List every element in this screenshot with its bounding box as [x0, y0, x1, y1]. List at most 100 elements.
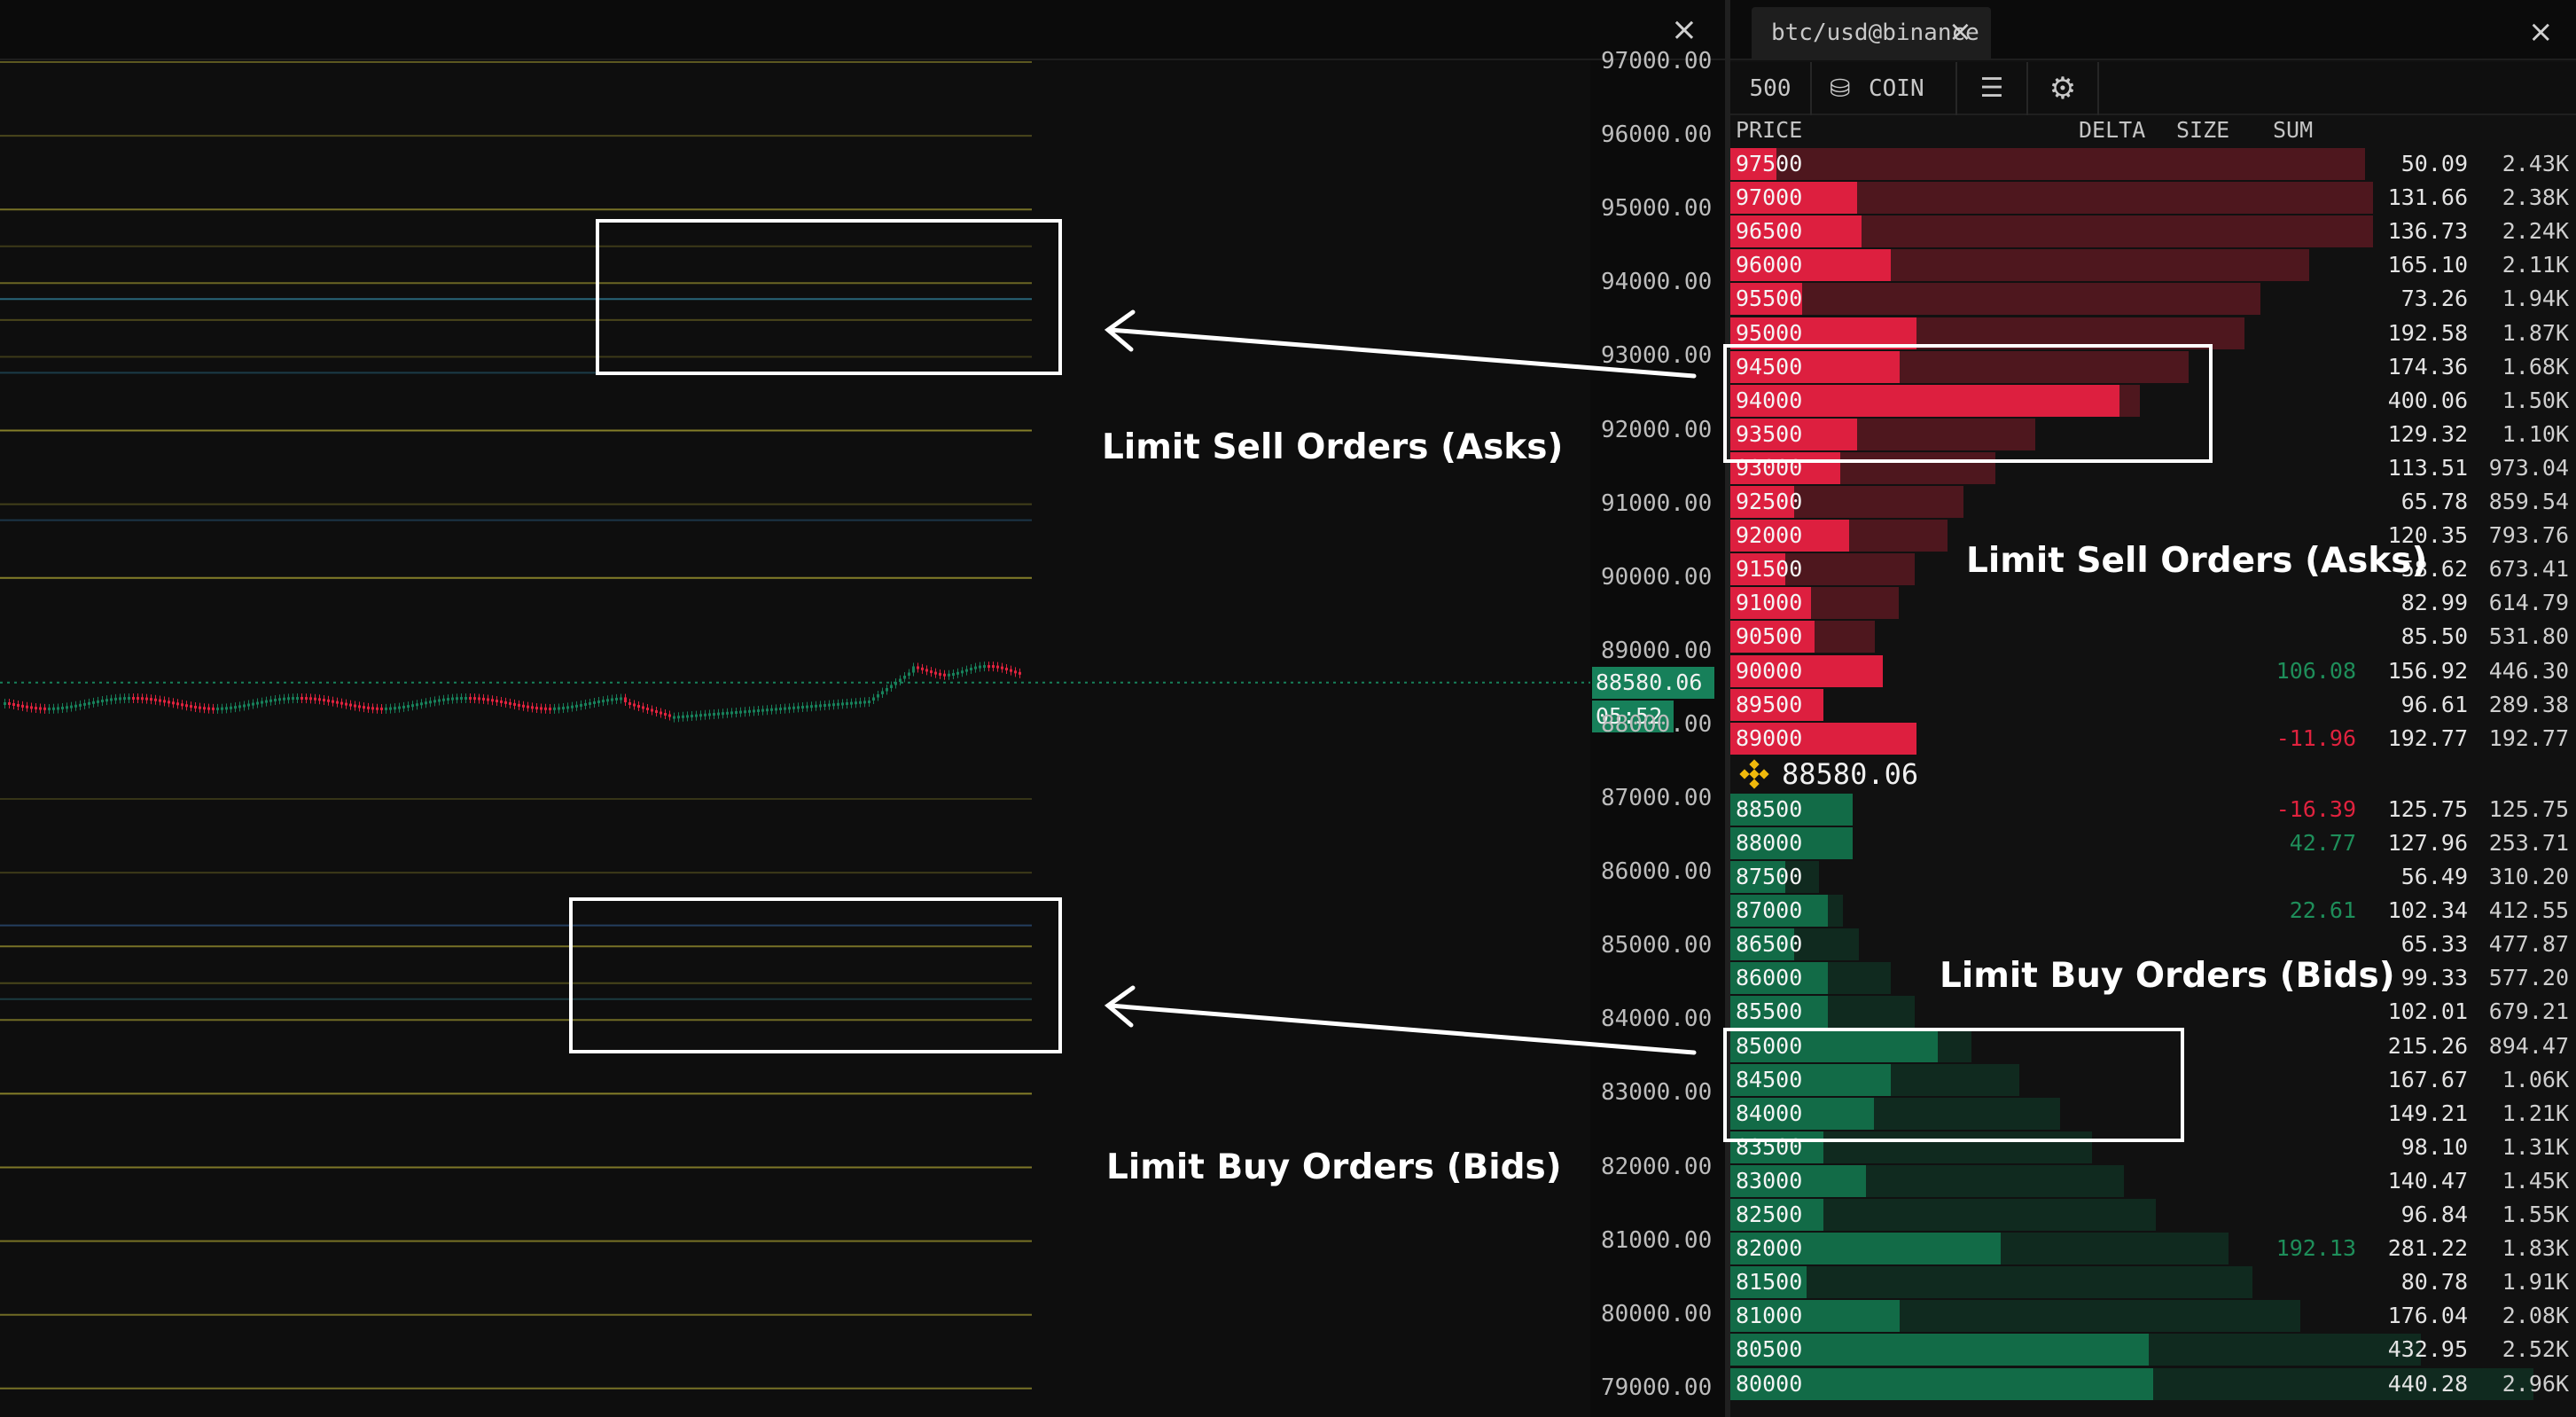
ask-row[interactable]: 91500 58.62 673.41 [1730, 552, 2576, 586]
price-axis-label: 92000.00 [1601, 416, 1713, 443]
candle [558, 707, 560, 710]
row-size: 192.77 [2387, 724, 2468, 751]
row-size: 440.28 [2387, 1370, 2468, 1397]
bid-row[interactable]: 82000 192.13 281.22 1.83K [1730, 1232, 2576, 1265]
size-depth-bar [1730, 1266, 1807, 1299]
bid-row[interactable]: 83500 98.10 1.31K [1730, 1131, 2576, 1164]
align-center-icon[interactable]: ☰ [1957, 62, 2028, 115]
candle [735, 711, 738, 714]
candle [371, 707, 374, 710]
bid-row[interactable]: 86500 65.33 477.87 [1730, 928, 2576, 961]
bid-row[interactable]: 80500 432.95 2.52K [1730, 1333, 2576, 1366]
bid-row[interactable]: 85500 102.01 679.21 [1730, 995, 2576, 1029]
size-depth-bar [1730, 1199, 1823, 1231]
size-depth-bar [1730, 962, 1828, 995]
pane-divider[interactable] [1725, 0, 1730, 1417]
ask-row[interactable]: 95500 73.26 1.94K [1730, 282, 2576, 316]
ask-row[interactable]: 97000 131.66 2.38K [1730, 181, 2576, 215]
candle [859, 701, 862, 704]
coin-toggle-button[interactable]: ⛁ COIN [1812, 62, 1957, 115]
candle [819, 704, 822, 708]
ask-row[interactable]: 97500 50.09 2.43K [1730, 147, 2576, 181]
bid-row[interactable]: 83000 140.47 1.45K [1730, 1164, 2576, 1198]
candle [482, 697, 485, 701]
row-sum: 2.38K [2502, 184, 2569, 211]
size-depth-bar [1730, 1300, 1900, 1333]
bid-row[interactable]: 87500 56.49 310.20 [1730, 860, 2576, 894]
close-icon[interactable]: × [1670, 12, 1698, 48]
ask-row[interactable]: 90500 85.50 531.80 [1730, 620, 2576, 654]
candle [176, 702, 179, 706]
row-price: 80500 [1736, 1336, 1803, 1363]
bid-row[interactable]: 87000 22.61 102.34 412.55 [1730, 894, 2576, 928]
candle [212, 707, 215, 710]
ask-row[interactable]: 89000 -11.96 192.77 192.77 [1730, 722, 2576, 755]
candle [420, 702, 423, 706]
ask-row[interactable]: 96500 136.73 2.24K [1730, 215, 2576, 248]
tab-close-icon[interactable]: × [1948, 14, 1972, 48]
bid-row[interactable]: 86000 99.33 577.20 [1730, 961, 2576, 995]
candle [500, 700, 503, 703]
row-sum: 192.77 [2488, 724, 2569, 751]
row-price: 81000 [1736, 1303, 1803, 1329]
row-price: 97500 [1736, 151, 1803, 176]
row-price: 86500 [1736, 931, 1803, 958]
bid-row[interactable]: 88000 42.77 127.96 253.71 [1730, 826, 2576, 860]
candle [137, 697, 139, 701]
row-sum: 446.30 [2488, 657, 2569, 684]
bid-row[interactable]: 81500 80.78 1.91K [1730, 1265, 2576, 1299]
candle [744, 710, 746, 714]
bid-row[interactable]: 88500 -16.39 125.75 125.75 [1730, 793, 2576, 826]
candle [717, 712, 720, 716]
ask-row[interactable]: 92000 120.35 793.76 [1730, 519, 2576, 552]
gear-icon[interactable]: ⚙ [2028, 62, 2099, 115]
order-book-tabbar: btc/usd@binance × × [1730, 0, 2576, 60]
mid-price: 88580.06 [1782, 756, 1919, 791]
ask-row[interactable]: 96000 165.10 2.11K [1730, 248, 2576, 282]
candle [70, 705, 73, 708]
candle [615, 697, 618, 701]
bid-row[interactable]: 82500 96.84 1.55K [1730, 1198, 2576, 1232]
header-price[interactable]: PRICE [1736, 117, 1803, 143]
candle [651, 708, 653, 712]
candle [168, 701, 170, 704]
ask-row[interactable]: 93000 113.51 973.04 [1730, 451, 2576, 485]
ask-row[interactable]: 92500 65.78 859.54 [1730, 485, 2576, 519]
row-size: 215.26 [2387, 1032, 2468, 1059]
ask-row[interactable]: 94500 174.36 1.68K [1730, 350, 2576, 384]
candle [855, 701, 857, 705]
row-size: 281.22 [2387, 1235, 2468, 1262]
bid-row[interactable]: 80000 440.28 2.96K [1730, 1367, 2576, 1401]
ask-row[interactable]: 91000 82.99 614.79 [1730, 586, 2576, 620]
header-sum[interactable]: SUM [2273, 117, 2314, 143]
row-size: 400.06 [2387, 387, 2468, 413]
header-size[interactable]: SIZE [2176, 117, 2230, 143]
ask-row[interactable]: 95000 192.58 1.87K [1730, 317, 2576, 350]
ask-row[interactable]: 90000 106.08 156.92 446.30 [1730, 654, 2576, 688]
row-price: 96500 [1736, 218, 1803, 245]
candle [394, 707, 396, 710]
price-axis[interactable] [1590, 60, 1725, 1417]
row-size: 136.73 [2387, 218, 2468, 245]
tab-btc-usd-binance[interactable]: btc/usd@binance × [1752, 7, 1991, 59]
bid-row[interactable]: 81000 176.04 2.08K [1730, 1299, 2576, 1333]
candle [544, 707, 547, 710]
candle [265, 700, 268, 703]
candle [57, 707, 59, 710]
ask-row[interactable]: 94000 400.06 1.50K [1730, 384, 2576, 418]
candle [531, 706, 534, 709]
bid-row[interactable]: 85000 215.26 894.47 [1730, 1029, 2576, 1063]
candle [354, 704, 356, 708]
depth-button[interactable]: 500 [1730, 62, 1812, 115]
header-delta[interactable]: DELTA [2079, 117, 2146, 143]
bid-row[interactable]: 84000 149.21 1.21K [1730, 1097, 2576, 1131]
close-icon[interactable]: × [2528, 14, 2554, 50]
row-price: 87500 [1736, 864, 1803, 889]
chart-pane[interactable]: × 88580.06 05:52 97000.00 96000.00 95000.0… [0, 0, 1725, 1417]
candle [438, 699, 441, 702]
heatmap-chart[interactable] [0, 0, 1725, 1417]
ask-row[interactable]: 89500 96.61 289.38 [1730, 688, 2576, 722]
ask-row[interactable]: 93500 129.32 1.10K [1730, 418, 2576, 451]
candle [416, 703, 418, 707]
bid-row[interactable]: 84500 167.67 1.06K [1730, 1063, 2576, 1097]
